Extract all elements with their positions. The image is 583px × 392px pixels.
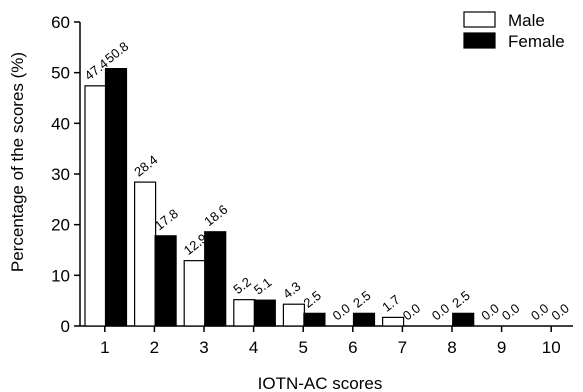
legend-label-female: Female: [508, 32, 565, 51]
y-tick-label: 30: [51, 165, 70, 184]
bar-female-3: [204, 231, 227, 327]
data-label-female-4: 5.1: [251, 275, 274, 298]
y-tick-label: 0: [61, 317, 70, 336]
bar-female-1: [104, 68, 128, 327]
x-tick-label: 3: [199, 338, 208, 357]
data-label-male-2: 28.4: [131, 152, 160, 179]
x-tick-label: 9: [497, 338, 506, 357]
x-tick-label: 2: [150, 338, 159, 357]
bar-male-5: [282, 303, 305, 327]
data-label-female-3: 18.6: [201, 202, 230, 229]
y-tick-label: 60: [51, 13, 70, 32]
y-tick-label: 10: [51, 266, 70, 285]
y-axis-title: Percentage of the scores (%): [8, 52, 27, 272]
legend-swatch-male: [463, 11, 496, 28]
bar-female-8: [452, 312, 475, 327]
legend-swatch-female: [463, 32, 496, 49]
x-axis: 1 2 3 4 5 6 7 8 9 10: [80, 325, 573, 357]
y-axis: 0 10 20 30 40 50 60: [51, 13, 81, 336]
bar-male-7: [382, 316, 405, 327]
bar-female-5: [303, 312, 326, 327]
data-label-female-6: 2.5: [350, 288, 373, 311]
legend: Male Female: [463, 11, 565, 51]
data-label-female-1: 50.8: [102, 39, 131, 66]
data-label-female-10: 0.0: [549, 300, 572, 323]
x-tick-label: 4: [249, 338, 258, 357]
bar-male-3: [183, 260, 206, 327]
y-tick-label: 20: [51, 216, 70, 235]
x-tick-label: 10: [542, 338, 561, 357]
x-tick-label: 5: [298, 338, 307, 357]
x-tick-label: 7: [398, 338, 407, 357]
bar-female-6: [352, 312, 376, 327]
bar-female-4: [253, 299, 276, 327]
data-label-male-6: 0.0: [330, 300, 353, 323]
bars: [84, 68, 475, 327]
legend-label-male: Male: [508, 11, 545, 30]
y-tick-label: 50: [51, 64, 70, 83]
bar-male-1: [84, 85, 107, 327]
y-tick-label: 40: [51, 114, 70, 133]
bar-male-4: [233, 299, 256, 327]
bar-male-2: [134, 181, 157, 327]
data-label-female-8: 2.5: [449, 288, 472, 311]
x-tick-label: 1: [100, 338, 109, 357]
data-label-female-9: 0.0: [499, 300, 522, 323]
x-tick-label: 6: [348, 338, 357, 357]
data-label-male-8: 0.0: [429, 300, 452, 323]
x-tick-label: 8: [447, 338, 456, 357]
x-axis-title: IOTN-AC scores: [258, 374, 383, 392]
bar-female-2: [154, 235, 177, 327]
